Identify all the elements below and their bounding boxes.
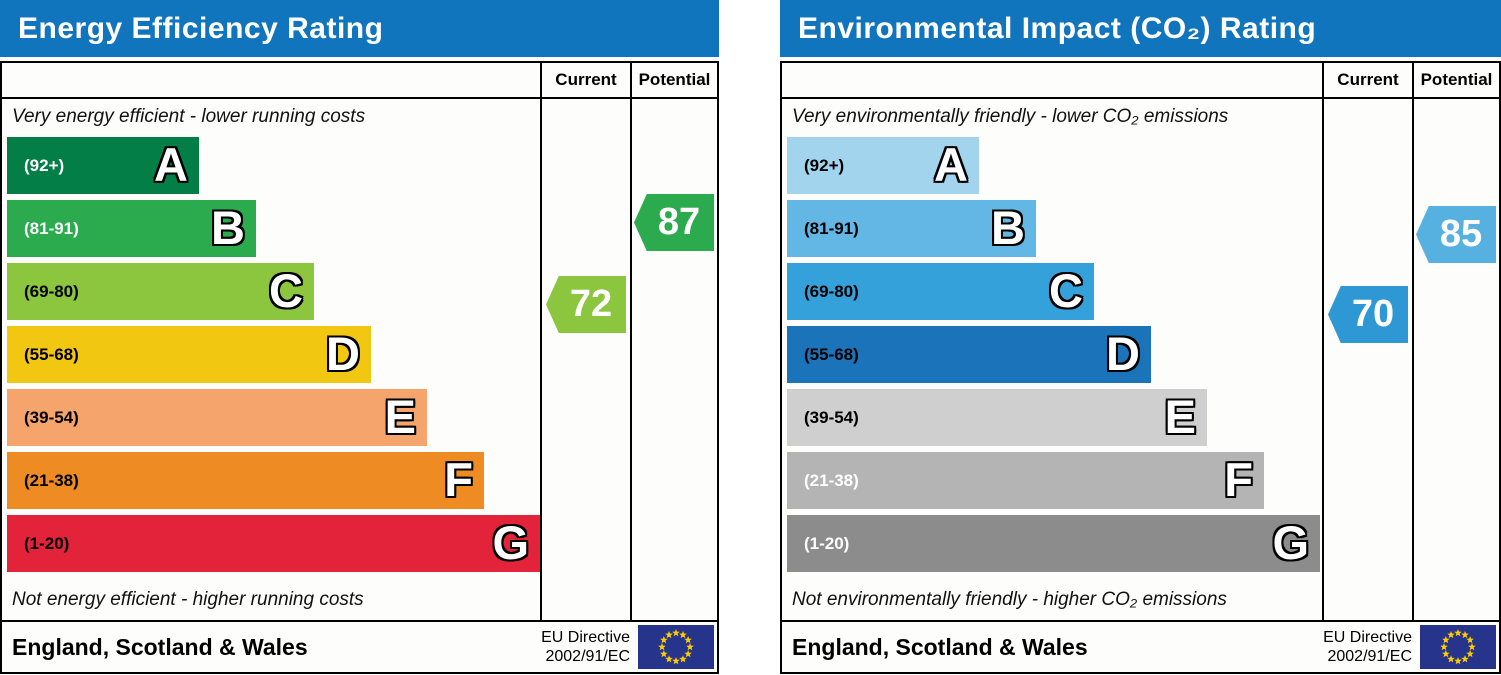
rating-band-d: (55-68) D: [787, 326, 1151, 383]
eu-directive-line2: 2002/91/EC: [1327, 648, 1412, 665]
rating-bands: (92+) A (81-91) B (69-80) C (55-68) D (39-54) E (2…: [7, 137, 717, 578]
eu-directive-line2: 2002/91/EC: [545, 648, 630, 665]
eu-directive-line1: EU Directive: [1323, 628, 1412, 646]
band-range-label: (55-68): [24, 344, 79, 364]
band-range-label: (21-38): [24, 470, 79, 490]
table-header-row: Current Potential: [2, 63, 717, 99]
rating-table: Current Potential Very energy efficient …: [0, 61, 719, 674]
current-column-divider: [1322, 99, 1324, 620]
eu-directive-label: EU Directive 2002/91/EC: [541, 628, 630, 666]
band-range-label: (69-80): [24, 281, 79, 301]
current-rating-pointer: 72: [546, 276, 626, 333]
band-range-label: (39-54): [804, 407, 859, 427]
band-range-label: (1-20): [804, 533, 850, 553]
eu-directive-label: EU Directive 2002/91/EC: [1323, 628, 1412, 666]
energy-efficiency-chart: Energy Efficiency Rating Current Potenti…: [0, 0, 719, 674]
rating-band-a: (92+) A: [787, 137, 979, 194]
band-grade-letter: E: [384, 389, 416, 443]
band-grade-letter: F: [444, 452, 473, 506]
region-label: England, Scotland & Wales: [12, 633, 308, 660]
header-spacer: [2, 63, 540, 97]
table-footer: England, Scotland & Wales EU Directive 2…: [2, 620, 717, 672]
band-grade-letter: B: [211, 200, 245, 254]
chart-title: Environmental Impact (CO₂) Rating: [780, 0, 1501, 57]
band-grade-letter: D: [1106, 326, 1140, 380]
rating-band-g: (1-20) G: [787, 515, 1320, 572]
potential-rating-pointer: 85: [1416, 206, 1496, 263]
band-range-label: (92+): [24, 155, 65, 175]
current-column-divider: [540, 99, 542, 620]
eu-flag-icon: [1420, 625, 1496, 669]
table-footer: England, Scotland & Wales EU Directive 2…: [782, 620, 1499, 672]
potential-column-divider: [1412, 99, 1414, 620]
rating-band-c: (69-80) C: [787, 263, 1094, 320]
band-grade-letter: G: [492, 515, 529, 569]
band-range-label: (1-20): [24, 533, 70, 553]
band-grade-letter: A: [154, 137, 188, 191]
rating-band-b: (81-91) B: [7, 200, 256, 257]
rating-band-e: (39-54) E: [787, 389, 1207, 446]
rating-band-a: (92+) A: [7, 137, 199, 194]
top-note: Very energy efficient - lower running co…: [12, 106, 366, 127]
eu-directive-line1: EU Directive: [541, 628, 630, 646]
current-column-header: Current: [1322, 63, 1412, 97]
current-column-header: Current: [540, 63, 630, 97]
rating-band-b: (81-91) B: [787, 200, 1036, 257]
top-note: Very environmentally friendly - lower CO…: [792, 106, 1229, 127]
band-grade-letter: A: [934, 137, 968, 191]
chart-body: Very energy efficient - lower running co…: [2, 99, 717, 620]
band-range-label: (69-80): [804, 281, 859, 301]
band-grade-letter: C: [269, 263, 303, 317]
potential-rating-pointer: 87: [634, 194, 714, 251]
eu-flag-icon: [638, 625, 714, 669]
rating-band-g: (1-20) G: [7, 515, 540, 572]
chart-body: Very environmentally friendly - lower CO…: [782, 99, 1499, 620]
band-range-label: (21-38): [804, 470, 859, 490]
band-range-label: (81-91): [804, 218, 859, 238]
potential-column-header: Potential: [630, 63, 717, 97]
rating-table: Current Potential Very environmentally f…: [780, 61, 1501, 674]
environmental-impact-chart: Environmental Impact (CO₂) Rating Curren…: [780, 0, 1501, 674]
chart-title: Energy Efficiency Rating: [0, 0, 719, 57]
region-label: England, Scotland & Wales: [792, 633, 1088, 660]
band-grade-letter: G: [1272, 515, 1309, 569]
band-grade-letter: B: [991, 200, 1025, 254]
band-range-label: (81-91): [24, 218, 79, 238]
bottom-note: Not environmentally friendly - higher CO…: [792, 589, 1227, 610]
band-grade-letter: E: [1164, 389, 1196, 443]
rating-band-c: (69-80) C: [7, 263, 314, 320]
current-rating-pointer: 70: [1328, 286, 1408, 343]
rating-bands: (92+) A (81-91) B (69-80) C (55-68) D (39-54) E (2…: [787, 137, 1499, 578]
potential-column-header: Potential: [1412, 63, 1499, 97]
band-range-label: (55-68): [804, 344, 859, 364]
potential-column-divider: [630, 99, 632, 620]
header-spacer: [782, 63, 1322, 97]
band-range-label: (92+): [804, 155, 845, 175]
band-grade-letter: C: [1049, 263, 1083, 317]
band-grade-letter: F: [1224, 452, 1253, 506]
rating-band-f: (21-38) F: [787, 452, 1264, 509]
bottom-note: Not energy efficient - higher running co…: [12, 589, 364, 610]
table-header-row: Current Potential: [782, 63, 1499, 99]
rating-band-f: (21-38) F: [7, 452, 484, 509]
band-grade-letter: D: [326, 326, 360, 380]
band-range-label: (39-54): [24, 407, 79, 427]
rating-band-e: (39-54) E: [7, 389, 427, 446]
rating-band-d: (55-68) D: [7, 326, 371, 383]
